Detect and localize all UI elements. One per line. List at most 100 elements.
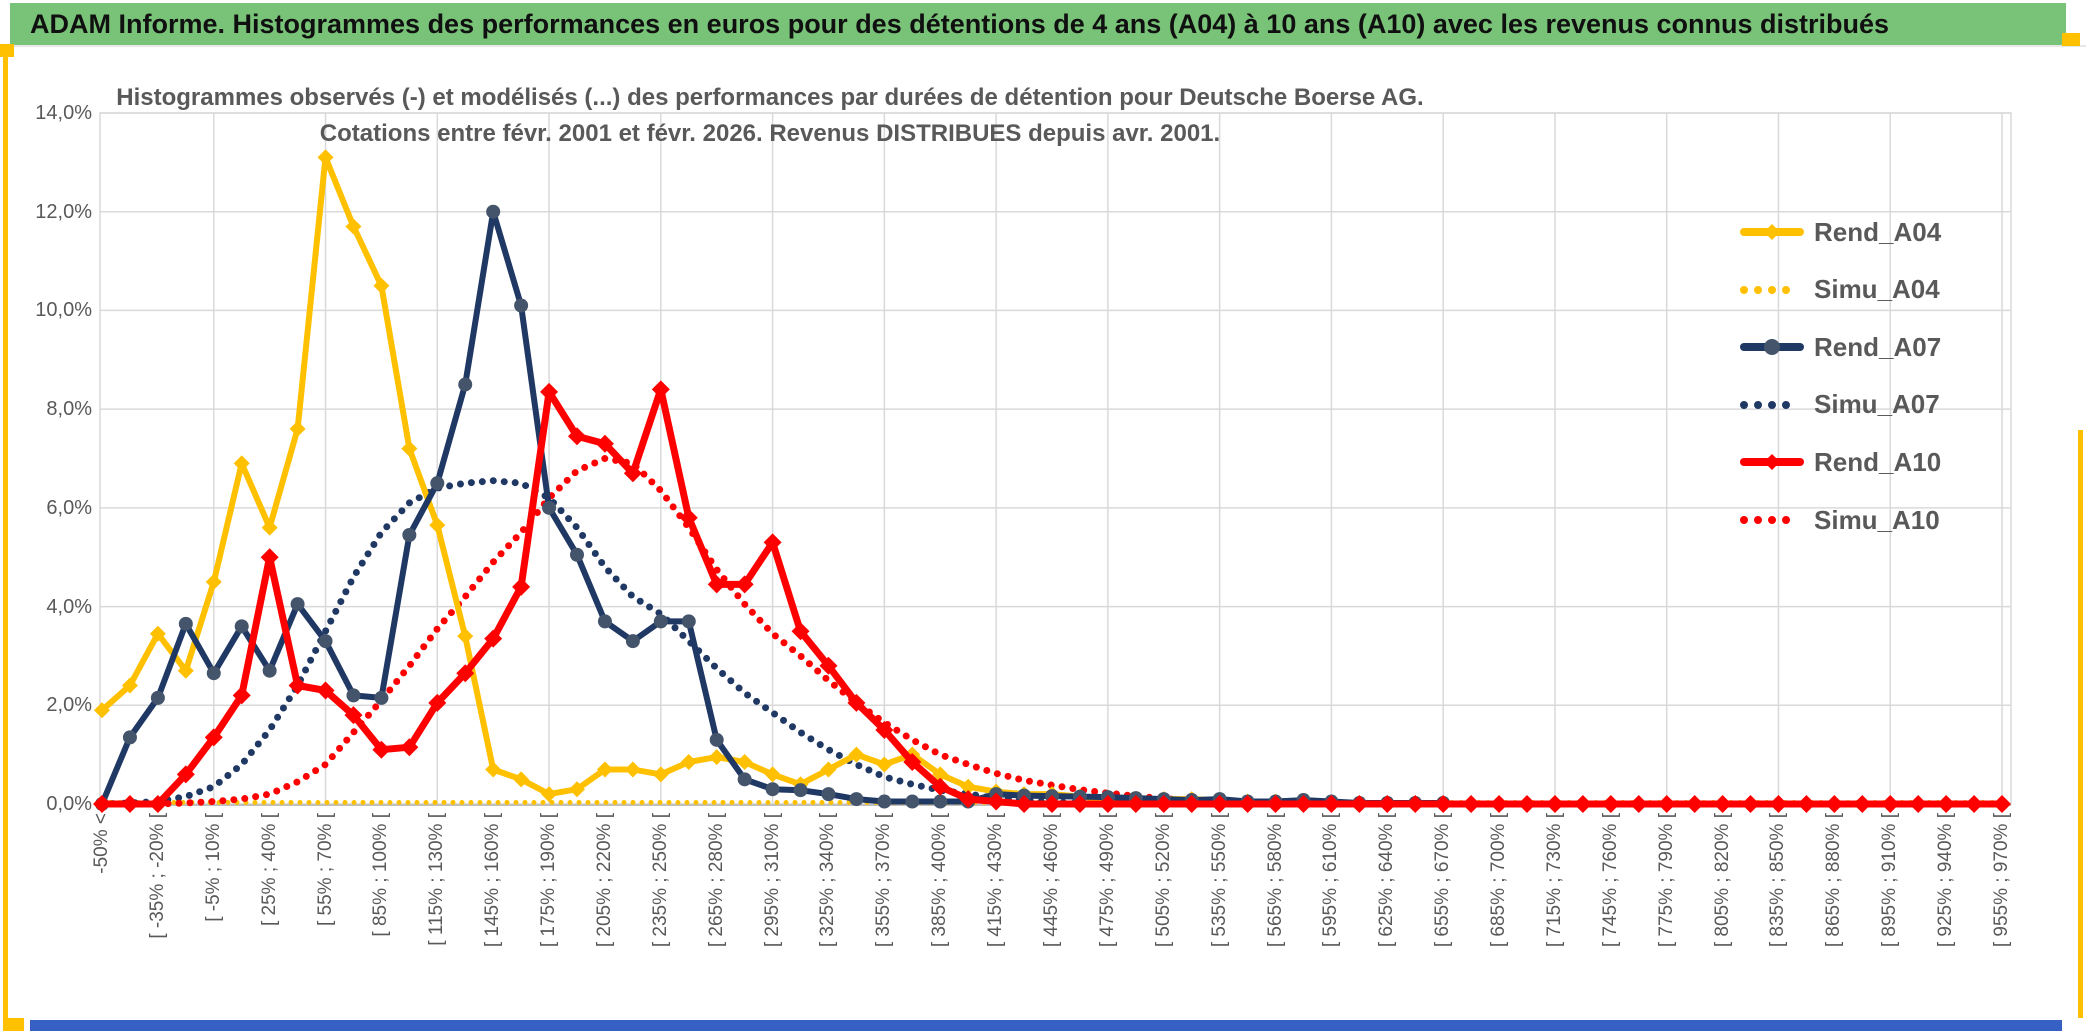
marker-Rend_A10	[1685, 795, 1704, 813]
x-tick-label: [ 115% ; 130% [	[426, 813, 448, 946]
marker-Rend_A10	[1797, 795, 1816, 813]
marker-Rend_A07	[234, 619, 249, 634]
marker-Rend_A07	[374, 690, 389, 705]
marker-Rend_A10	[623, 464, 642, 483]
marker-Rend_A10	[987, 792, 1006, 811]
marker-Rend_A07	[570, 547, 584, 562]
series-line-Simu_A07	[98, 477, 1084, 808]
marker-Rend_A10	[484, 629, 503, 648]
marker-Rend_A10	[1573, 795, 1592, 813]
marker-Rend_A10	[120, 795, 139, 813]
x-tick-label: [ 865% ; 880% [	[1823, 813, 1845, 948]
marker-Rend_A04	[820, 761, 837, 778]
x-tick-label: [ 235% ; 250% [	[649, 813, 671, 948]
marker-Rend_A10	[1490, 795, 1509, 813]
marker-Rend_A04	[121, 677, 138, 694]
x-tick-label: [ 685% ; 700% [	[1488, 813, 1510, 948]
marker-Rend_A10	[568, 427, 586, 446]
marker-Rend_A10	[1769, 795, 1788, 813]
marker-Rend_A10	[1015, 795, 1034, 813]
legend-item-Rend_A04[interactable]: Rend_A04	[1740, 214, 1941, 250]
marker-Rend_A10	[1657, 795, 1676, 813]
marker-Rend_A10	[1238, 795, 1257, 813]
marker-Rend_A10	[1154, 795, 1173, 813]
marker-Rend_A07	[486, 204, 501, 219]
marker-Rend_A10	[1601, 795, 1620, 813]
marker-Rend_A10	[903, 753, 922, 772]
marker-Rend_A10	[651, 380, 670, 399]
legend-item-Rend_A07[interactable]: Rend_A07	[1740, 329, 1941, 365]
x-tick-label: [ 265% ; 280% [	[705, 813, 727, 948]
marker-Rend_A10	[148, 795, 167, 813]
marker-Rend_A04	[876, 756, 893, 773]
bottom-scroll-bar[interactable]	[30, 1020, 2062, 1031]
marker-Rend_A04	[569, 781, 585, 798]
marker-Rend_A10	[1545, 795, 1564, 813]
legend-swatch-Rend_A07	[1740, 339, 1804, 356]
marker-Rend_A10	[1378, 795, 1397, 813]
x-tick-label: [ 445% ; 460% [	[1041, 813, 1062, 948]
marker-Rend_A10	[1070, 795, 1089, 813]
marker-Rend_A04	[764, 766, 781, 783]
x-tick-label: [ 325% ; 340% [	[817, 813, 839, 948]
marker-Rend_A07	[458, 377, 473, 392]
marker-Rend_A10	[1993, 795, 2011, 813]
gold-strip-right	[2078, 430, 2083, 1018]
legend-item-Simu_A04[interactable]: Simu_A04	[1740, 272, 1940, 308]
x-tick-label: [ -35% ; -20% [	[146, 813, 168, 939]
marker-Rend_A10	[1937, 795, 1956, 813]
marker-Rend_A04	[848, 746, 865, 763]
marker-Rend_A07	[542, 500, 557, 515]
marker-Rend_A10	[1713, 795, 1732, 813]
marker-Rend_A10	[204, 728, 223, 747]
marker-Rend_A10	[1853, 795, 1872, 813]
marker-Rend_A10	[679, 508, 698, 527]
x-tick-label: [ 205% ; 220% [	[593, 813, 615, 948]
marker-Rend_A07	[514, 298, 529, 313]
marker-Rend_A07	[681, 614, 696, 629]
marker-Rend_A10	[1462, 795, 1481, 813]
marker-Rend_A10	[260, 548, 279, 567]
window-header-banner: ADAM Informe. Histogrammes des performan…	[10, 3, 2066, 45]
marker-Rend_A07	[877, 794, 892, 809]
marker-Rend_A10	[176, 765, 195, 784]
marker-Rend_A07	[346, 688, 361, 703]
y-tick-label: 0,0%	[46, 793, 92, 815]
x-tick-label: [ 565% ; 580% [	[1264, 813, 1286, 948]
chart-title: Histogrammes observés (-) et modélisés (…	[100, 80, 1440, 152]
gold-strip-left	[3, 44, 8, 1031]
marker-Rend_A07	[262, 663, 277, 678]
marker-Rend_A04	[624, 761, 641, 778]
marker-Rend_A10	[819, 656, 838, 675]
legend-label: Simu_A04	[1814, 274, 1940, 305]
legend-swatch-Rend_A04	[1740, 224, 1804, 240]
x-tick-label: [ 475% ; 490% [	[1096, 813, 1118, 948]
x-tick-label: [ 85% ; 100% [	[370, 813, 392, 937]
marker-Rend_A10	[875, 720, 894, 739]
x-tick-label: [ 385% ; 400% [	[929, 813, 951, 948]
marker-Rend_A10	[288, 676, 307, 695]
marker-Rend_A07	[150, 690, 165, 705]
marker-Rend_A04	[317, 149, 334, 166]
marker-Rend_A10	[931, 777, 950, 796]
marker-Rend_A10	[595, 434, 614, 453]
marker-Rend_A04	[205, 573, 222, 590]
marker-Rend_A10	[1126, 795, 1145, 813]
x-tick-label: -50% <	[91, 813, 112, 874]
marker-Rend_A04	[652, 766, 669, 783]
marker-Rend_A10	[1294, 795, 1313, 813]
marker-Rend_A04	[680, 754, 697, 771]
marker-Rend_A10	[400, 738, 419, 757]
y-tick-label: 6,0%	[46, 496, 92, 519]
legend-item-Simu_A10[interactable]: Simu_A10	[1740, 502, 1940, 538]
marker-Rend_A10	[707, 575, 726, 594]
legend-label: Rend_A04	[1814, 216, 1942, 247]
legend-label: Rend_A10	[1814, 446, 1942, 477]
marker-Rend_A10	[1406, 795, 1425, 813]
marker-Rend_A07	[653, 614, 668, 629]
legend-item-Rend_A10[interactable]: Rend_A10	[1740, 444, 1941, 480]
marker-Rend_A04	[708, 749, 725, 766]
marker-Rend_A07	[821, 787, 836, 802]
legend-item-Simu_A07[interactable]: Simu_A07	[1740, 387, 1940, 423]
marker-Rend_A07	[737, 772, 752, 787]
